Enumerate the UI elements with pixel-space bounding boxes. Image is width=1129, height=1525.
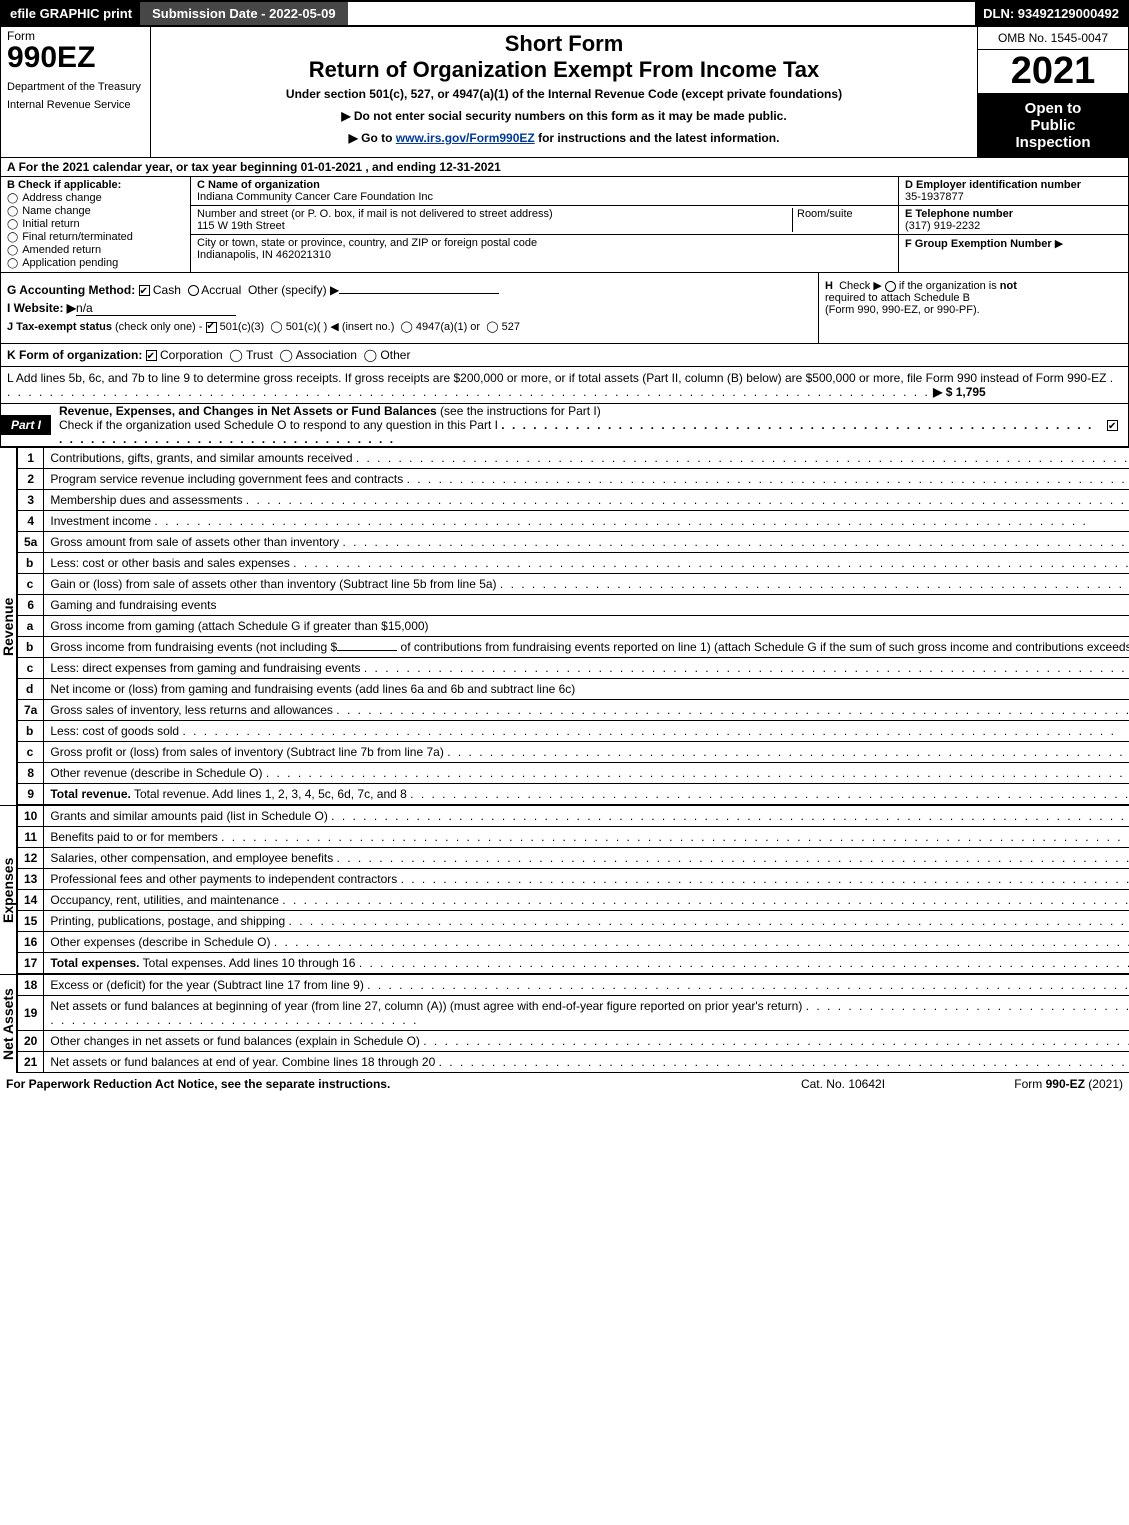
bullet-goto: ▶ Go to www.irs.gov/Form990EZ for instru… [159, 131, 969, 145]
line-13: 13Professional fees and other payments t… [18, 869, 1129, 890]
org-street: 115 W 19th Street [197, 220, 285, 232]
tax-year: 2021 [978, 50, 1128, 94]
bullet-ssn: ▶ Do not enter social security numbers o… [159, 109, 969, 123]
netassets-table: 18Excess or (deficit) for the year (Subt… [17, 974, 1129, 1073]
chk-final-return[interactable]: Final return/terminated [7, 231, 184, 243]
header-center: Short Form Return of Organization Exempt… [151, 27, 978, 157]
chk-cash[interactable] [139, 285, 150, 296]
line-19: 19Net assets or fund balances at beginni… [18, 996, 1129, 1031]
line-6b: bGross income from fundraising events (n… [18, 637, 1129, 658]
short-form-title: Short Form [159, 31, 969, 57]
irs-link[interactable]: www.irs.gov/Form990EZ [396, 131, 535, 145]
line-5c: cGain or (loss) from sale of assets othe… [18, 574, 1129, 595]
irs-label: Internal Revenue Service [7, 99, 144, 111]
row-L: L Add lines 5b, 6c, and 7b to line 9 to … [0, 367, 1129, 404]
top-bar: efile GRAPHIC print Submission Date - 20… [0, 0, 1129, 27]
website: n/a [76, 301, 236, 316]
line-5a: 5aGross amount from sale of assets other… [18, 532, 1129, 553]
line-20: 20Other changes in net assets or fund ba… [18, 1031, 1129, 1052]
org-city: Indianapolis, IN 462021310 [197, 249, 331, 261]
revenue-sidelabel: Revenue [0, 447, 17, 805]
line-21: 21Net assets or fund balances at end of … [18, 1052, 1129, 1073]
line-1: 1Contributions, gifts, grants, and simil… [18, 448, 1129, 469]
line-7b: bLess: cost of goods sold 7b [18, 721, 1129, 742]
expenses-sidelabel: Expenses [0, 805, 17, 974]
line-6d: dNet income or (loss) from gaming and fu… [18, 679, 1129, 700]
line-11: 11Benefits paid to or for members 11 [18, 827, 1129, 848]
line-7c: cGross profit or (loss) from sales of in… [18, 742, 1129, 763]
line-12: 12Salaries, other compensation, and empl… [18, 848, 1129, 869]
line-16: 16Other expenses (describe in Schedule O… [18, 932, 1129, 953]
row-J: J Tax-exempt status (check only one) - 5… [7, 320, 812, 333]
line-9: 9Total revenue. Total revenue. Add lines… [18, 784, 1129, 805]
line-5b: bLess: cost or other basis and sales exp… [18, 553, 1129, 574]
chk-application-pending[interactable]: Application pending [7, 257, 184, 269]
chk-corporation[interactable] [146, 350, 157, 361]
telephone: (317) 919-2232 [905, 220, 980, 232]
chk-part1-scheduleO[interactable] [1107, 420, 1118, 431]
col-C: C Name of organization Indiana Community… [191, 177, 898, 272]
chk-name-change[interactable]: Name change [7, 205, 184, 217]
line-8: 8Other revenue (describe in Schedule O) … [18, 763, 1129, 784]
line-7a: 7aGross sales of inventory, less returns… [18, 700, 1129, 721]
submission-date-label: Submission Date - 2022-05-09 [140, 2, 348, 25]
return-title: Return of Organization Exempt From Incom… [159, 57, 969, 83]
dept-treasury: Department of the Treasury [7, 81, 144, 93]
cat-no: Cat. No. 10642I [743, 1077, 943, 1091]
expenses-table: 10Grants and similar amounts paid (list … [17, 805, 1129, 974]
efile-print-label: efile GRAPHIC print [2, 2, 140, 25]
block-GHIJ: G Accounting Method: Cash Accrual Other … [0, 273, 1129, 344]
line-15: 15Printing, publications, postage, and s… [18, 911, 1129, 932]
part-1-bar: Part I Revenue, Expenses, and Changes in… [0, 404, 1129, 447]
open-to-public: Open to Public Inspection [978, 94, 1128, 157]
row-I: I Website: ▶n/a [7, 301, 812, 316]
form-header: Form 990EZ Department of the Treasury In… [0, 27, 1129, 158]
page-footer: For Paperwork Reduction Act Notice, see … [0, 1073, 1129, 1095]
netassets-sidelabel: Net Assets [0, 974, 17, 1073]
chk-initial-return[interactable]: Initial return [7, 218, 184, 230]
header-right: OMB No. 1545-0047 2021 Open to Public In… [978, 27, 1128, 157]
form-number: 990EZ [7, 41, 144, 75]
chk-501c3[interactable] [206, 322, 217, 333]
line-6: 6Gaming and fundraising events [18, 595, 1129, 616]
block-BCDEF: B Check if applicable: Address change Na… [0, 177, 1129, 273]
line-6a: aGross income from gaming (attach Schedu… [18, 616, 1129, 637]
chk-H[interactable] [885, 281, 896, 292]
line-4: 4Investment income 4 [18, 511, 1129, 532]
line-14: 14Occupancy, rent, utilities, and mainte… [18, 890, 1129, 911]
chk-address-change[interactable]: Address change [7, 192, 184, 204]
line-10: 10Grants and similar amounts paid (list … [18, 806, 1129, 827]
row-K: K Form of organization: Corporation ◯ Tr… [0, 344, 1129, 367]
revenue-table: 1Contributions, gifts, grants, and simil… [17, 447, 1129, 805]
chk-amended-return[interactable]: Amended return [7, 244, 184, 256]
gross-receipts: ▶ $ 1,795 [933, 385, 986, 399]
col-DEF: D Employer identification number 35-1937… [898, 177, 1128, 272]
org-name: Indiana Community Cancer Care Foundation… [197, 191, 433, 203]
line-2: 2Program service revenue including gover… [18, 469, 1129, 490]
col-B: B Check if applicable: Address change Na… [1, 177, 191, 272]
under-section: Under section 501(c), 527, or 4947(a)(1)… [159, 87, 969, 101]
line-3: 3Membership dues and assessments 3 [18, 490, 1129, 511]
omb-number: OMB No. 1545-0047 [978, 27, 1128, 50]
line-17: 17Total expenses. Total expenses. Add li… [18, 953, 1129, 974]
line-6c: cLess: direct expenses from gaming and f… [18, 658, 1129, 679]
chk-accrual[interactable] [188, 285, 199, 296]
header-left: Form 990EZ Department of the Treasury In… [1, 27, 151, 157]
form-ref: Form 990-EZ (2021) [943, 1077, 1123, 1091]
line-18: 18Excess or (deficit) for the year (Subt… [18, 975, 1129, 996]
row-A: A For the 2021 calendar year, or tax yea… [0, 158, 1129, 177]
row-G: G Accounting Method: Cash Accrual Other … [7, 283, 812, 297]
ein: 35-1937877 [905, 191, 964, 203]
dln-label: DLN: 93492129000492 [975, 2, 1127, 25]
row-H: H Check ▶ if the organization is not req… [818, 273, 1128, 343]
